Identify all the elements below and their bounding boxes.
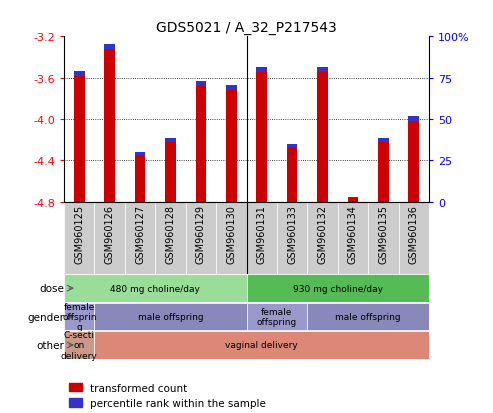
Bar: [226, 86, 237, 91]
Bar: [317, 73, 328, 202]
Bar: [105, 45, 115, 50]
Text: male offspring: male offspring: [335, 312, 401, 321]
Bar: [348, 199, 358, 202]
Text: female
offsprin
g: female offsprin g: [62, 302, 97, 332]
Bar: [256, 68, 267, 73]
Bar: [348, 197, 358, 199]
FancyBboxPatch shape: [64, 303, 95, 330]
Text: GSM960129: GSM960129: [196, 204, 206, 263]
Bar: [378, 142, 388, 202]
FancyBboxPatch shape: [95, 332, 429, 359]
Bar: [135, 156, 145, 202]
Bar: [74, 76, 85, 202]
Text: gender: gender: [28, 312, 65, 322]
FancyBboxPatch shape: [155, 202, 186, 274]
Bar: [408, 117, 419, 122]
Text: 930 mg choline/day: 930 mg choline/day: [293, 284, 383, 293]
Bar: [256, 73, 267, 202]
FancyBboxPatch shape: [277, 202, 307, 274]
FancyBboxPatch shape: [95, 303, 246, 330]
FancyBboxPatch shape: [125, 202, 155, 274]
Text: C-secti
on
delivery: C-secti on delivery: [61, 330, 98, 360]
Text: other: other: [37, 340, 65, 350]
Text: GSM960134: GSM960134: [348, 204, 358, 263]
FancyBboxPatch shape: [246, 202, 277, 274]
FancyBboxPatch shape: [338, 202, 368, 274]
FancyBboxPatch shape: [246, 275, 429, 302]
Text: GSM960125: GSM960125: [74, 204, 84, 263]
Legend: transformed count, percentile rank within the sample: transformed count, percentile rank withi…: [70, 383, 266, 408]
Text: 480 mg choline/day: 480 mg choline/day: [110, 284, 200, 293]
Text: female
offspring: female offspring: [257, 307, 297, 326]
FancyBboxPatch shape: [186, 202, 216, 274]
Text: GSM960127: GSM960127: [135, 204, 145, 263]
Bar: [74, 71, 85, 76]
Text: vaginal delivery: vaginal delivery: [225, 341, 298, 350]
Bar: [135, 152, 145, 156]
FancyBboxPatch shape: [64, 275, 246, 302]
Bar: [287, 147, 297, 202]
Bar: [408, 122, 419, 202]
Text: GSM960135: GSM960135: [378, 204, 388, 263]
FancyBboxPatch shape: [64, 332, 95, 359]
Text: GSM960130: GSM960130: [226, 204, 236, 263]
Bar: [287, 144, 297, 147]
Title: GDS5021 / A_32_P217543: GDS5021 / A_32_P217543: [156, 21, 337, 35]
Text: GSM960132: GSM960132: [317, 204, 327, 263]
Bar: [226, 91, 237, 202]
Text: male offspring: male offspring: [138, 312, 203, 321]
FancyBboxPatch shape: [398, 202, 429, 274]
Bar: [317, 68, 328, 73]
FancyBboxPatch shape: [95, 202, 125, 274]
Text: dose: dose: [40, 283, 65, 293]
FancyBboxPatch shape: [216, 202, 246, 274]
Bar: [378, 138, 388, 142]
Text: GSM960136: GSM960136: [409, 204, 419, 263]
FancyBboxPatch shape: [64, 202, 95, 274]
FancyBboxPatch shape: [307, 202, 338, 274]
Text: GSM960126: GSM960126: [105, 204, 115, 263]
Text: GSM960131: GSM960131: [257, 204, 267, 263]
Bar: [196, 87, 206, 202]
FancyBboxPatch shape: [307, 303, 429, 330]
Text: GSM960128: GSM960128: [166, 204, 176, 263]
Bar: [105, 50, 115, 202]
Bar: [165, 138, 176, 142]
Text: GSM960133: GSM960133: [287, 204, 297, 263]
Bar: [196, 82, 206, 87]
FancyBboxPatch shape: [368, 202, 398, 274]
FancyBboxPatch shape: [246, 303, 307, 330]
Bar: [165, 142, 176, 202]
